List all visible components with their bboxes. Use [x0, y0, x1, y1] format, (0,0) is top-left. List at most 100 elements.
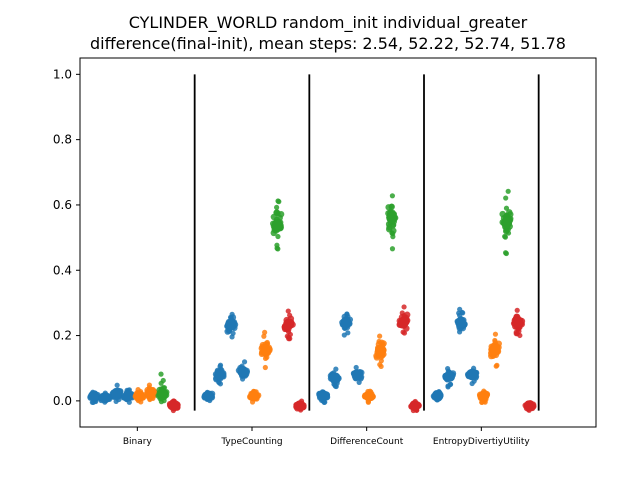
plot-frame: [79, 57, 597, 428]
category-separators: [193, 74, 540, 411]
data-point: [264, 354, 270, 360]
strip-2-1: [327, 366, 342, 390]
data-point-center: [489, 344, 501, 356]
y-tick-label: 0.0: [53, 394, 72, 408]
strip-2-3: [350, 364, 365, 386]
data-point-center: [157, 388, 169, 400]
x-tick-label: TypeCounting: [220, 437, 282, 447]
strip-1-1: [212, 362, 227, 387]
data-point: [332, 383, 339, 389]
data-point-center: [283, 318, 295, 330]
data-point-center: [294, 400, 306, 412]
data-point-center: [260, 344, 272, 356]
data-point: [378, 363, 384, 370]
data-point: [275, 210, 281, 217]
data-point: [114, 382, 120, 388]
data-point: [502, 250, 509, 256]
data-point: [284, 333, 290, 339]
data-point: [516, 328, 522, 334]
data-point: [229, 334, 235, 340]
data-point: [216, 379, 222, 385]
strip-0-5: [143, 382, 158, 403]
data-point-center: [523, 400, 535, 412]
x-tick-label: DifferenceCount: [330, 437, 404, 447]
data-point: [389, 246, 396, 252]
data-point: [493, 363, 499, 369]
y-tick-label: 0.4: [53, 263, 72, 277]
data-point-center: [512, 317, 524, 329]
strip-3-3: [464, 365, 480, 387]
data-point: [356, 379, 362, 386]
data-point: [229, 311, 235, 317]
data-point: [275, 233, 281, 240]
data-point: [503, 195, 509, 201]
strip-0-4: [132, 386, 147, 405]
data-point: [503, 212, 509, 219]
strip-2-0: [316, 389, 331, 405]
data-point: [376, 338, 382, 345]
data-point: [505, 188, 511, 194]
data-point: [158, 371, 164, 377]
data-point: [261, 333, 267, 339]
data-point-center: [397, 317, 409, 329]
strip-0-7: [166, 398, 181, 414]
data-point-center: [340, 317, 352, 329]
data-point-center: [134, 390, 146, 402]
strip-0-3: [120, 387, 136, 405]
data-point-center: [145, 387, 157, 399]
data-point: [390, 234, 396, 240]
data-point: [389, 193, 396, 199]
data-point-center: [168, 400, 180, 412]
data-point: [275, 198, 281, 204]
data-point-center: [501, 217, 513, 229]
strip-3-4: [476, 388, 491, 405]
data-point-center: [466, 369, 478, 381]
strip-2-2: [339, 311, 354, 338]
strip-1-3: [235, 359, 250, 382]
strip-3-2: [454, 306, 468, 335]
strip-3-0: [430, 389, 444, 403]
strip-1-2: [224, 311, 239, 340]
data-point: [239, 376, 246, 382]
strip-3-5: [487, 331, 502, 369]
data-point: [226, 328, 233, 334]
strip-0-6: [155, 371, 170, 405]
data-point-center: [329, 372, 341, 384]
data-point: [285, 308, 291, 314]
data-point: [457, 306, 463, 312]
data-point: [400, 329, 406, 335]
data-point: [285, 329, 292, 335]
data-point: [457, 312, 463, 318]
data-point: [514, 307, 520, 313]
data-point: [262, 329, 268, 335]
data-point: [399, 310, 405, 316]
strip-1-4: [247, 388, 262, 405]
strip-0-2: [109, 382, 124, 405]
data-point-center: [88, 390, 100, 402]
data-point-center: [432, 390, 444, 402]
data-point-center: [225, 318, 237, 330]
strip-2-5: [373, 333, 387, 370]
data-point-center: [271, 219, 283, 231]
data-point: [160, 377, 166, 384]
data-point: [492, 339, 498, 345]
data-point-center: [202, 390, 214, 402]
data-point: [502, 233, 508, 240]
y-axis: 0.0 0.2 0.4 0.6 0.8 1.0: [53, 67, 80, 408]
data-point-center: [374, 344, 386, 356]
strip-3-6: [499, 188, 514, 257]
data-point: [503, 205, 510, 211]
x-tick-label: Binary: [123, 437, 153, 447]
data-point-center: [122, 390, 134, 402]
strip-1-5: [258, 329, 273, 371]
data-point-center: [363, 390, 375, 402]
strip-1-7: [281, 308, 296, 342]
y-tick-label: 0.6: [53, 198, 72, 212]
data-point: [388, 208, 394, 214]
data-point: [517, 332, 523, 339]
data-point: [377, 333, 383, 339]
data-point: [456, 329, 463, 335]
strip-1-8: [293, 398, 307, 413]
strip-2-4: [361, 388, 376, 405]
